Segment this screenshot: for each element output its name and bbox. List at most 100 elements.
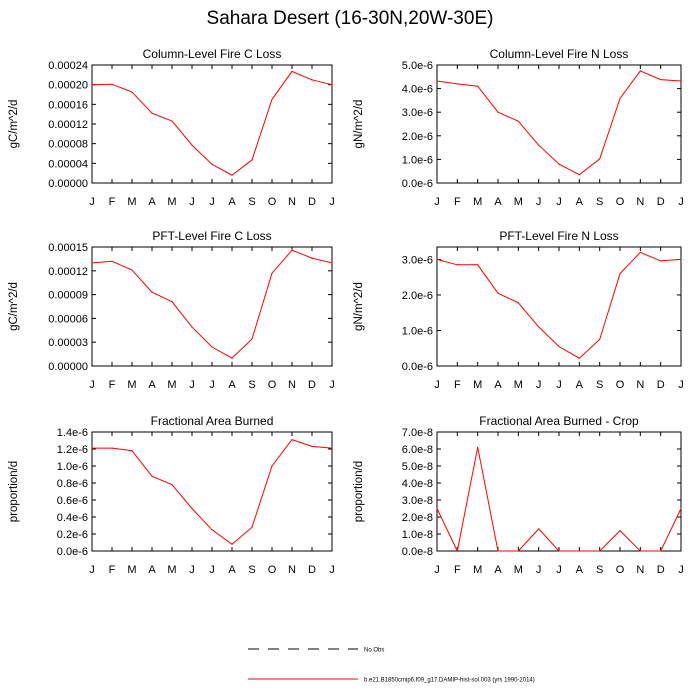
chart-1-title: Column-Level Fire C Loss [143, 47, 282, 61]
chart-5-series-line [92, 439, 333, 545]
chart-2-xtick-label: A [576, 196, 584, 208]
chart-2-xtick-label: M [473, 196, 482, 208]
chart-6-data-point [436, 507, 438, 510]
chart-3-xtick-label: S [248, 379, 255, 391]
chart-4-xtick-label: O [616, 379, 625, 391]
chart-5-data-point [291, 439, 293, 441]
chart-1-xtick-label: J [189, 196, 195, 208]
chart-3-xtick-label: F [109, 379, 116, 391]
chart-1-xtick-label: A [148, 196, 156, 208]
chart-6-data-point [639, 550, 641, 552]
chart-6-xtick-label: A [576, 564, 584, 576]
chart-5-xtick-label: O [268, 564, 277, 576]
chart-1-frame [91, 64, 333, 184]
chart-5-data-point [271, 465, 273, 467]
chart-3-xtick-label: J [189, 379, 195, 391]
chart-6-xtick-label: F [454, 564, 461, 576]
chart-4-data-point [456, 264, 458, 266]
chart-3-ytick-label: 0.00009 [48, 290, 88, 302]
chart-5-xtick-label: A [228, 564, 236, 576]
chart-3-xtick-label: M [127, 379, 136, 391]
chart-4-data-point [599, 338, 601, 340]
chart-2-xtick-label: A [494, 196, 502, 208]
chart-5-data-point [231, 543, 233, 545]
chart-5-data-point [191, 507, 193, 510]
chart-1-xtick-label: D [308, 196, 316, 208]
page-title: Sahara Desert (16-30N,20W-30E) [206, 8, 494, 29]
chart-2-xtick-label: J [536, 196, 542, 208]
chart-3-xtick-label: J [209, 379, 215, 391]
chart-2-data-point [680, 80, 682, 82]
chart-4-data-point [538, 326, 540, 328]
chart-3-data-point [151, 291, 153, 293]
chart-6-series-line [436, 447, 682, 553]
chart-1-data-point [171, 120, 173, 122]
chart-6-data-point [599, 550, 601, 552]
chart-6-data-point [558, 550, 560, 552]
chart-1-data-point [291, 70, 293, 72]
chart-2-xtick-label: J [678, 196, 684, 208]
chart-5-ytick-label: 0.4e-6 [57, 512, 88, 524]
chart-2-xtick-label: N [636, 196, 644, 208]
chart-4-data-point [517, 302, 519, 304]
chart-6-xtick-label: D [657, 564, 665, 576]
chart-6-ytick-label: 2.0e-8 [402, 512, 433, 524]
chart-6-ytick-label: 1.0e-8 [402, 529, 433, 541]
chart-5-xtick-label: A [148, 564, 156, 576]
chart-6-ylabel: proportion/d [353, 461, 365, 522]
chart-1-ytick-label: 0.00004 [48, 158, 88, 170]
chart-2-data-point [436, 80, 438, 82]
chart-4-ytick-label: 3.0e-6 [402, 254, 433, 266]
chart-1-data-point [271, 98, 273, 101]
chart-4-xtick-label: J [556, 379, 562, 391]
chart-3-ytick-label: 0.00000 [48, 361, 88, 373]
chart-4-xtick-label: A [576, 379, 584, 391]
chart-5-xtick-label: J [329, 564, 335, 576]
chart-5-xtick-label: F [109, 564, 116, 576]
chart-3-title: PFT-Level Fire C Loss [152, 229, 271, 243]
chart-1-xtick-label: M [127, 196, 136, 208]
chart-3-data-point [191, 326, 193, 328]
chart-4-data-point [436, 258, 438, 261]
chart-5-ytick-label: 1.0e-6 [57, 461, 88, 473]
chart-3-ytick-label: 0.00003 [48, 337, 88, 349]
chart-3-data-point [111, 260, 113, 262]
chart-4-data-point [578, 357, 580, 359]
chart-6-data-point [497, 550, 499, 552]
chart-3-ytick-label: 0.00006 [48, 313, 88, 325]
chart-6-frame [436, 431, 682, 552]
chart-1-data-point [211, 163, 213, 165]
chart-2-xtick-label: S [596, 196, 603, 208]
chart-6-ytick-label: 0.0e-8 [402, 546, 433, 558]
chart-3-data-point [331, 262, 333, 264]
chart-2-xtick-label: J [556, 196, 562, 208]
chart-1-data-point [191, 144, 193, 146]
chart-4-data-point [680, 258, 682, 261]
chart-5-data-point [211, 529, 213, 531]
chart-6-xtick-label: N [636, 564, 644, 576]
chart-2-data-point [517, 120, 519, 122]
chart-2-data-point [599, 158, 601, 160]
chart-1-xtick-label: O [268, 196, 277, 208]
chart-1-series-line [91, 70, 333, 176]
chart-4-ylabel: gN/m^2/d [353, 282, 365, 331]
chart-1-ytick-label: 0.00024 [48, 60, 88, 72]
chart-2-data-point [456, 83, 458, 85]
chart-3-data-point [311, 257, 313, 259]
chart-4-ytick-label: 2.0e-6 [402, 290, 433, 302]
chart-4-data-point [477, 264, 479, 266]
chart-2-xtick-label: J [434, 196, 440, 208]
chart-4-data-point [660, 260, 662, 262]
chart-4-xtick-label: D [657, 379, 665, 391]
chart-3-xtick-label: J [329, 379, 335, 391]
chart-6-data-point [538, 528, 540, 530]
chart-1-ytick-label: 0.00020 [48, 80, 88, 92]
chart-2-data-point [497, 111, 499, 113]
chart-2-data-point [538, 144, 540, 146]
chart-6-xtick-label: J [678, 564, 684, 576]
chart-5-xtick-label: J [89, 564, 95, 576]
chart-5-ytick-label: 0.8e-6 [57, 478, 88, 490]
chart-2-ytick-label: 2.0e-6 [402, 131, 433, 143]
chart-1-xtick-label: J [329, 196, 335, 208]
chart-4-xtick-label: F [454, 379, 461, 391]
